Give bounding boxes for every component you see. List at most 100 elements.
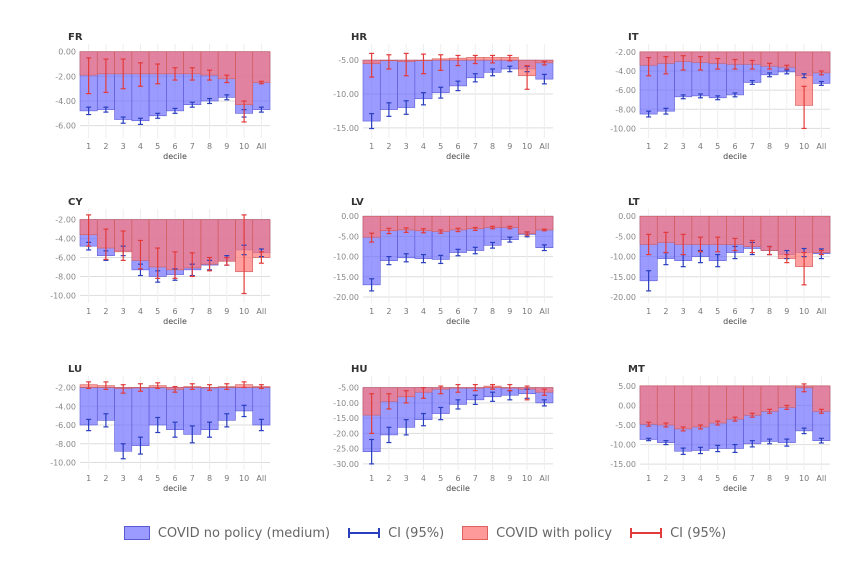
ci-with-policy (438, 385, 444, 395)
ci-no-policy (472, 73, 478, 83)
legend-label-no-policy: COVID no policy (medium) (157, 525, 331, 541)
x-axis-label: decile (446, 317, 470, 326)
x-tick-label: 2 (386, 307, 391, 316)
panel-hu: HU -5.00 -10.00 -15.00 -20.00 -25.00 -30.00 1 2 3… (333, 364, 554, 493)
x-tick-label: 7 (750, 307, 755, 316)
bar-with-policy (639, 385, 658, 425)
x-tick-label: All (816, 142, 826, 151)
panel-lv: LV 0.00 -5.00 -10.00 -15.00 -20.00 1 2 3 4 5 6 7 8 9 10… (333, 197, 554, 326)
x-tick-label: 6 (172, 474, 177, 483)
y-tick-label: -8.00 (615, 105, 636, 114)
ci-with-policy (241, 381, 247, 389)
ci-with-policy (172, 67, 178, 81)
bar-with-policy (691, 385, 710, 428)
ci-with-policy (403, 52, 409, 77)
y-tick-label: -2.00 (615, 48, 636, 57)
ci-no-policy (818, 80, 824, 86)
ci-no-policy (818, 437, 824, 444)
ci-no-policy (455, 80, 461, 92)
x-tick-label: 7 (473, 142, 478, 151)
x-tick-label: 4 (698, 474, 703, 483)
x-tick-label: 5 (438, 307, 443, 316)
x-tick-label: 6 (732, 474, 737, 483)
ci-with-policy (386, 227, 392, 235)
bar-with-policy (812, 51, 831, 74)
ci-with-policy (697, 236, 703, 253)
ci-with-policy (541, 60, 547, 66)
x-tick-label: 2 (663, 307, 668, 316)
y-tick-label: -4.00 (55, 402, 76, 411)
ci-with-policy (715, 57, 721, 70)
x-axis-label: decile (446, 484, 470, 493)
y-tick-label: -5.00 (338, 232, 359, 241)
x-tick-label: 9 (507, 142, 512, 151)
y-tick-label: -10.00 (50, 291, 76, 300)
bar-with-policy (708, 385, 727, 424)
ci-no-policy (420, 253, 426, 264)
ci-with-policy (767, 408, 773, 414)
x-tick-label: 5 (715, 142, 720, 151)
ci-no-policy (507, 65, 513, 73)
x-tick-label: 10 (239, 474, 249, 483)
legend-label-ci-no-policy: CI (95%) (388, 525, 445, 541)
ci-no-policy (732, 443, 738, 453)
x-tick-label: 2 (663, 474, 668, 483)
x-tick-label: 1 (646, 474, 651, 483)
ci-no-policy (120, 443, 126, 460)
ci-with-policy (455, 54, 461, 67)
x-tick-label: 7 (750, 142, 755, 151)
x-tick-label: 3 (404, 474, 409, 483)
y-tick-label: -10.00 (610, 253, 636, 262)
ci-no-policy (403, 419, 409, 436)
ci-with-policy (172, 385, 178, 393)
ci-no-policy (490, 241, 496, 249)
bar-with-policy (535, 215, 554, 231)
ci-no-policy (646, 110, 652, 118)
x-tick-label: 1 (86, 474, 91, 483)
x-tick-label: 3 (681, 474, 686, 483)
ci-with-policy (207, 384, 213, 391)
ci-with-policy (403, 390, 409, 404)
ci-no-policy (403, 253, 409, 263)
x-tick-label: 9 (507, 307, 512, 316)
ci-no-policy (103, 106, 109, 113)
ci-with-policy (472, 226, 478, 231)
y-tick-label: -5.00 (615, 232, 636, 241)
ci-with-policy (420, 228, 426, 234)
x-tick-label: 9 (224, 474, 229, 483)
ci-no-policy (697, 93, 703, 99)
y-tick-label: -4.00 (55, 235, 76, 244)
x-tick-label: 4 (138, 474, 143, 483)
ci-no-policy (663, 440, 669, 446)
y-tick-label: -20.00 (333, 293, 359, 302)
x-tick-label: 10 (239, 142, 249, 151)
ci-no-policy (490, 68, 496, 77)
x-tick-label: 6 (172, 142, 177, 151)
x-tick-label: All (816, 307, 826, 316)
x-axis-label: decile (163, 317, 187, 326)
ci-no-policy (258, 418, 264, 432)
ci-no-policy (767, 72, 773, 78)
x-tick-label: 10 (799, 307, 809, 316)
ci-with-policy (258, 251, 264, 264)
ci-no-policy (801, 73, 807, 79)
ci-with-policy (455, 227, 461, 233)
x-tick-label: 7 (473, 307, 478, 316)
ci-with-policy (715, 236, 721, 253)
x-tick-label: 10 (522, 142, 532, 151)
y-tick-label: -6.00 (615, 86, 636, 95)
ci-with-policy (258, 384, 264, 390)
x-axis-label: decile (723, 317, 747, 326)
y-tick-label: -10.00 (333, 399, 359, 408)
ci-with-policy (784, 404, 790, 410)
ci-with-policy (258, 80, 264, 85)
ci-with-policy (697, 424, 703, 430)
ci-with-policy (715, 420, 721, 426)
x-tick-label: 8 (767, 307, 772, 316)
ci-no-policy (103, 413, 109, 428)
ci-with-policy (438, 54, 444, 71)
ci-no-policy (801, 427, 807, 435)
ci-no-policy (258, 106, 264, 113)
ci-with-policy (680, 55, 686, 71)
bar-with-policy (674, 385, 693, 430)
